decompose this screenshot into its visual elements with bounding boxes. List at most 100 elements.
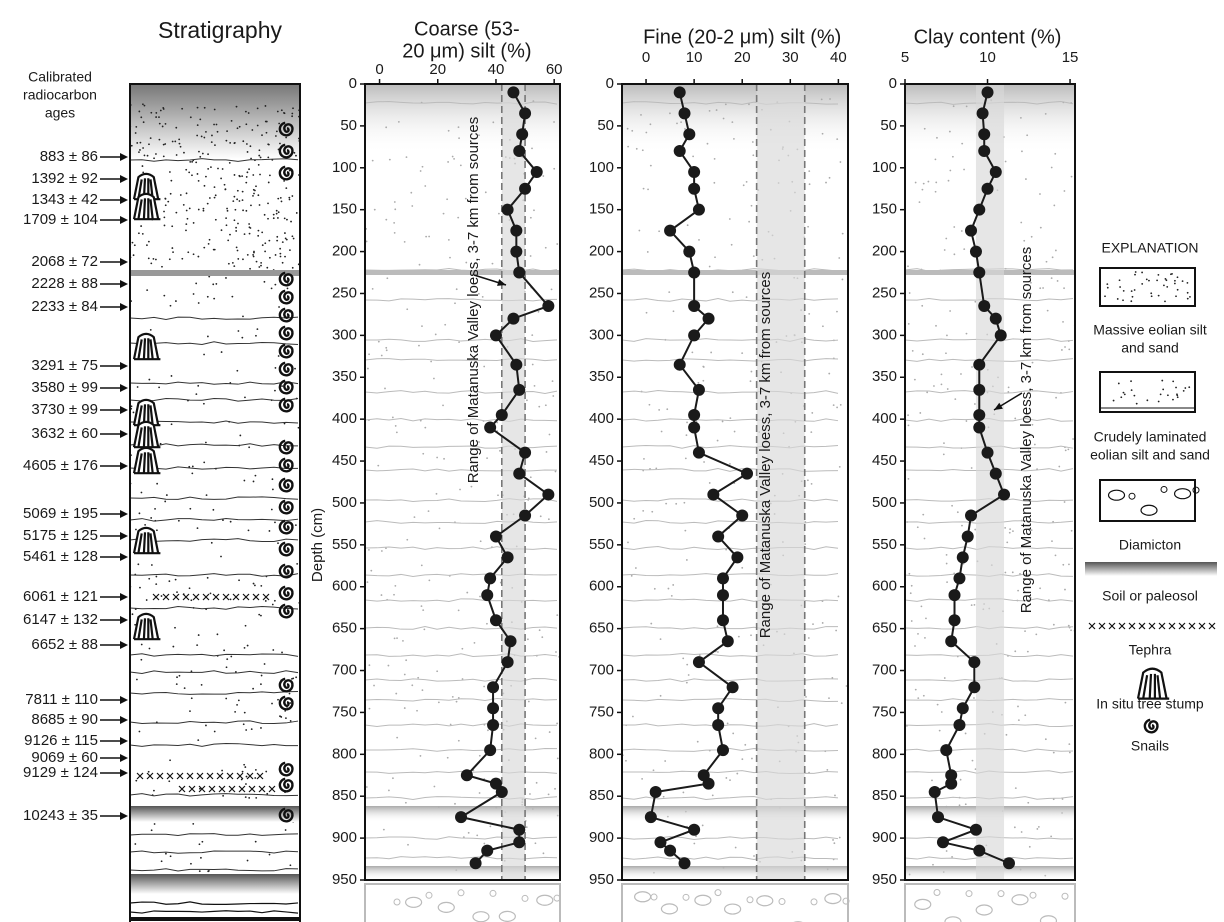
ages-heading: radiocarbon: [23, 87, 97, 103]
sediment-dot: [233, 174, 236, 176]
lamina-line: [621, 748, 839, 752]
sediment-dot: [736, 772, 739, 775]
x-tick-label: 20: [734, 49, 751, 66]
sediment-dot: [1054, 554, 1057, 557]
sediment-dot: [236, 198, 239, 201]
sediment-dot: [289, 702, 292, 704]
sediment-dot: [1068, 751, 1071, 754]
sediment-dot: [267, 181, 270, 184]
sediment-dot: [1146, 399, 1149, 402]
sediment-dot: [213, 297, 216, 300]
sediment-dot: [139, 141, 142, 144]
lamina-line: [129, 158, 299, 162]
data-point: [484, 572, 497, 585]
sediment-dot: [945, 553, 948, 556]
data-point: [702, 312, 715, 325]
y-axis-label: Depth (cm): [309, 508, 326, 582]
data-point: [688, 823, 701, 836]
sediment-dot: [142, 147, 144, 149]
sediment-dot: [237, 258, 240, 260]
sediment-dot: [461, 678, 464, 680]
sediment-dot: [839, 161, 842, 163]
sediment-dot: [155, 112, 158, 114]
sediment-dot: [271, 478, 274, 481]
sediment-dot: [137, 563, 140, 566]
sediment-dot: [147, 257, 150, 260]
age-arrowhead: [120, 462, 128, 470]
sediment-dot: [232, 200, 235, 203]
chart-panel: Range of Matanuska Valley loess, 3-7 km …: [309, 18, 563, 922]
sediment-dot: [1007, 386, 1010, 389]
sediment-dot: [808, 183, 811, 186]
sediment-dot: [684, 457, 687, 460]
sediment-dot: [411, 684, 414, 687]
sediment-dot: [261, 244, 264, 247]
sediment-dot: [260, 727, 262, 729]
sediment-dot: [918, 201, 921, 204]
sediment-dot: [226, 207, 228, 210]
lamina-line: [129, 381, 299, 385]
sediment-dot: [1005, 733, 1008, 736]
sediment-dot: [140, 643, 143, 646]
sediment-dot: [1063, 287, 1065, 290]
sediment-dot: [196, 124, 199, 127]
data-point: [507, 312, 520, 325]
sediment-dot: [907, 424, 910, 427]
x-tick-label: 10: [979, 49, 996, 66]
sediment-dot: [447, 239, 450, 241]
sediment-dot: [936, 136, 938, 139]
sediment-dot: [646, 251, 649, 253]
sediment-dot: [154, 507, 156, 510]
sediment-dot: [199, 118, 202, 121]
snail-icon: [278, 457, 294, 473]
sediment-dot: [427, 510, 430, 512]
y-tick-label: 400: [589, 410, 614, 427]
sediment-dot: [1134, 273, 1136, 276]
age-arrowhead: [120, 812, 128, 820]
sediment-dot: [443, 457, 445, 460]
legend-label: Diamicton: [1119, 537, 1181, 553]
sediment-dot: [420, 564, 423, 567]
sediment-dot: [1044, 738, 1047, 741]
sediment-dot: [191, 160, 194, 163]
y-tick-label: 0: [889, 75, 897, 92]
snail-icon: [278, 325, 294, 341]
sediment-dot: [837, 595, 840, 598]
sediment-dot: [935, 324, 937, 327]
data-point: [731, 551, 744, 564]
sediment-dot: [165, 494, 168, 496]
sediment-dot: [175, 154, 178, 156]
age-label: 883 ± 86: [40, 148, 98, 165]
sediment-dot: [1072, 438, 1074, 440]
sediment-dot: [265, 131, 268, 134]
sediment-dot: [257, 234, 260, 237]
sediment-dot: [556, 722, 559, 725]
sediment-dot: [147, 770, 150, 773]
range-annotation: Range of Matanuska Valley loess, 3-7 km …: [757, 272, 774, 639]
sediment-dot: [225, 217, 227, 220]
sediment-dot: [909, 592, 912, 595]
sediment-dot: [179, 145, 182, 148]
sediment-dot: [548, 433, 551, 436]
sediment-dot: [526, 399, 528, 402]
clast: [997, 890, 1005, 898]
sediment-dot: [191, 174, 193, 177]
sediment-dot: [665, 502, 668, 505]
sediment-dot: [145, 599, 148, 601]
sediment-dot: [1058, 465, 1061, 468]
data-point: [513, 383, 526, 396]
sediment-dot: [160, 860, 163, 863]
sediment-dot: [176, 676, 178, 679]
sediment-dot: [220, 351, 223, 353]
age-arrowhead: [120, 510, 128, 518]
sediment-dot: [1017, 719, 1020, 722]
sediment-dot: [279, 196, 282, 199]
annotation-arrowhead: [994, 402, 1003, 410]
sediment-dot: [272, 649, 275, 651]
sediment-dot: [724, 103, 727, 106]
sediment-dot: [233, 141, 236, 144]
sediment-dot: [195, 282, 198, 285]
sediment-dot: [1171, 272, 1173, 275]
sediment-dot: [648, 403, 651, 406]
sediment-dot: [910, 584, 913, 587]
